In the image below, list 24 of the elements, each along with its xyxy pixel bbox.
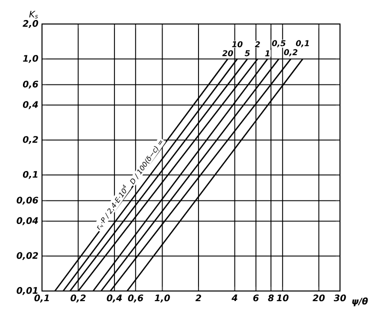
y-tick-label: 0,01: [16, 287, 38, 295]
x-tick-label: 6: [253, 294, 259, 302]
x-tick-label: 2: [195, 294, 202, 302]
y-tick-label: 0,2: [22, 136, 38, 144]
x-tick-label: 20: [312, 294, 325, 302]
x-tick-label: 30: [334, 294, 346, 302]
x-tick-label: 1,0: [154, 294, 170, 302]
x-tick-label: 0,2: [70, 294, 86, 302]
y-tick-label: 0,1: [22, 171, 38, 179]
x-tick-label: 0,4: [106, 294, 122, 302]
y-tick-label: 0,6: [22, 80, 38, 89]
x-axis-title: ψ/θ: [352, 298, 368, 306]
x-tick-label: 0,6: [128, 294, 144, 302]
x-tick-label: 4: [232, 294, 238, 302]
y-tick-label: 0,4: [22, 101, 38, 110]
y-tick-label: 0,04: [16, 217, 38, 226]
x-tick-label: 10: [276, 294, 289, 302]
y-tick-label: 1,0: [22, 54, 38, 63]
y-axis-title: K$_{s}$: [29, 10, 38, 18]
x-tick-label: 0,1: [34, 294, 49, 302]
x-tick-label: 8: [268, 294, 274, 302]
y-tick-label: 2,0: [22, 20, 38, 28]
y-tick-label: 0,06: [16, 196, 38, 205]
y-tick-label: 0,02: [16, 252, 38, 260]
